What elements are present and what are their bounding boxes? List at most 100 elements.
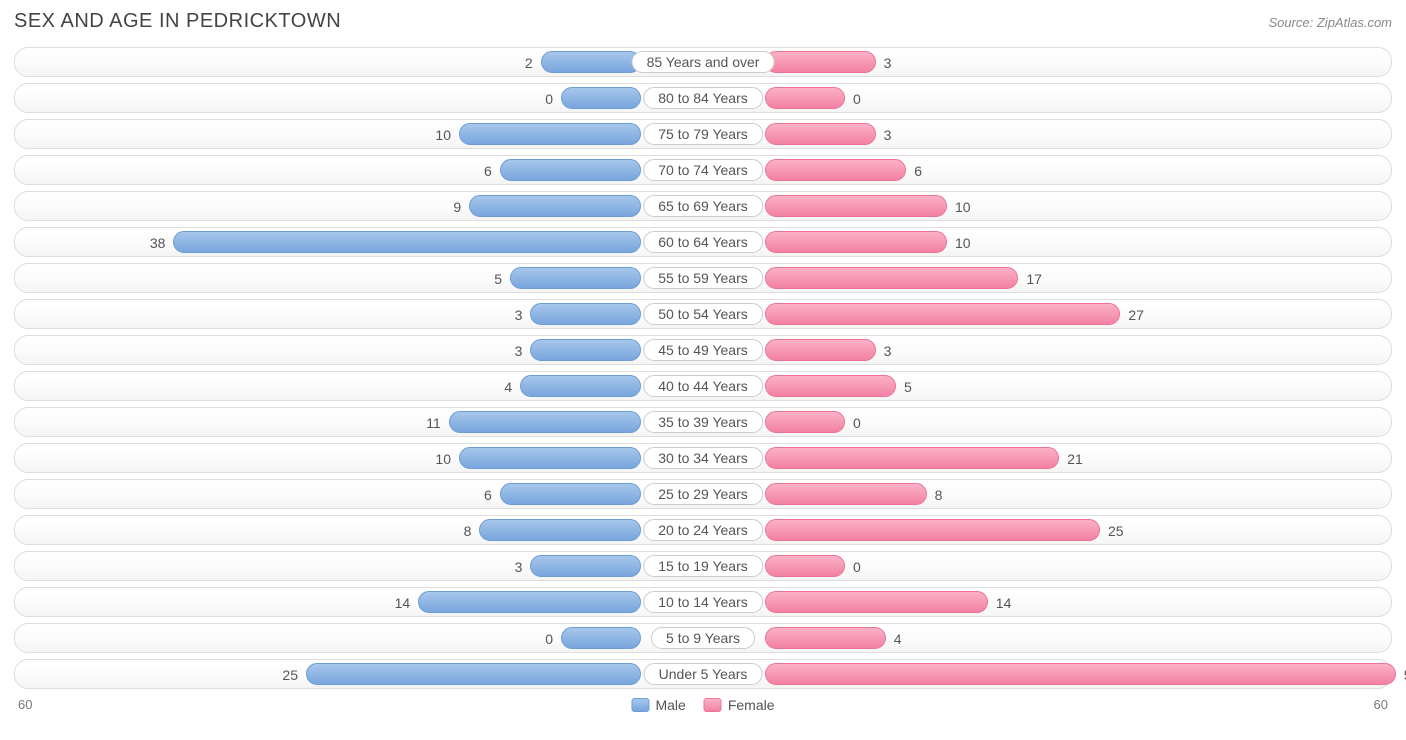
age-category-label: 70 to 74 Years [643, 159, 763, 181]
axis-row: 60 Male Female 60 [14, 695, 1392, 712]
female-bar [765, 267, 1018, 289]
female-bar [765, 411, 845, 433]
female-value: 21 [1067, 444, 1083, 474]
age-category-label: 60 to 64 Years [643, 231, 763, 253]
female-bar [765, 231, 947, 253]
chart-header: SEX AND AGE IN PEDRICKTOWN Source: ZipAt… [14, 10, 1392, 33]
chart-title: SEX AND AGE IN PEDRICKTOWN [14, 10, 341, 33]
male-bar [530, 339, 641, 361]
female-bar [765, 159, 906, 181]
female-value: 10 [955, 192, 971, 222]
age-category-label: Under 5 Years [644, 663, 763, 685]
male-bar [449, 411, 641, 433]
male-value: 8 [464, 516, 472, 546]
legend-male: Male [631, 697, 685, 713]
age-category-label: 55 to 59 Years [643, 267, 763, 289]
chart-row: 82520 to 24 Years [14, 515, 1392, 545]
chart-row: 5 17 55 to 59 Years [14, 263, 1392, 293]
female-value: 6 [914, 156, 922, 186]
female-value: 3 [884, 48, 892, 78]
female-bar [765, 447, 1059, 469]
age-category-label: 50 to 54 Years [643, 303, 763, 325]
female-bar [765, 627, 886, 649]
male-bar [510, 267, 641, 289]
chart-row: 3345 to 49 Years [14, 335, 1392, 365]
male-value: 14 [395, 588, 411, 618]
chart-row: 10375 to 79 Years [14, 119, 1392, 149]
male-value: 6 [484, 156, 492, 186]
female-value: 3 [884, 120, 892, 150]
male-bar [530, 303, 641, 325]
chart-row: 2385 Years and over [14, 47, 1392, 77]
chart-row: 4540 to 44 Years [14, 371, 1392, 401]
female-bar [765, 51, 876, 73]
male-value: 10 [435, 120, 451, 150]
age-category-label: 25 to 29 Years [643, 483, 763, 505]
male-bar [530, 555, 641, 577]
chart-row: 0 0 80 to 84 Years [14, 83, 1392, 113]
female-bar [765, 663, 1396, 685]
male-value: 5 [494, 264, 502, 294]
female-bar [765, 519, 1100, 541]
female-bar [765, 303, 1120, 325]
chart-row: 3 0 15 to 19 Years [14, 551, 1392, 581]
male-swatch-icon [631, 698, 649, 712]
chart-row: 0 4 5 to 9 Years [14, 623, 1392, 653]
chart-row: 6 6 70 to 74 Years [14, 155, 1392, 185]
chart-row: 381060 to 64 Years [14, 227, 1392, 257]
female-value: 0 [853, 408, 861, 438]
female-swatch-icon [704, 698, 722, 712]
female-bar [765, 339, 876, 361]
age-category-label: 30 to 34 Years [643, 447, 763, 469]
male-bar [479, 519, 641, 541]
male-bar [459, 123, 641, 145]
age-category-label: 35 to 39 Years [643, 411, 763, 433]
male-value: 9 [453, 192, 461, 222]
male-bar [541, 51, 641, 73]
female-bar [765, 375, 896, 397]
legend-female: Female [704, 697, 775, 713]
female-value: 10 [955, 228, 971, 258]
female-bar [765, 123, 876, 145]
age-category-label: 10 to 14 Years [643, 591, 763, 613]
female-bar [765, 555, 845, 577]
chart-row: 6825 to 29 Years [14, 479, 1392, 509]
age-category-label: 15 to 19 Years [643, 555, 763, 577]
female-value: 8 [935, 480, 943, 510]
chart-row: 11 0 35 to 39 Years [14, 407, 1392, 437]
female-value: 14 [996, 588, 1012, 618]
female-value: 3 [884, 336, 892, 366]
female-value: 0 [853, 552, 861, 582]
male-bar [500, 159, 641, 181]
axis-right-label: 60 [1374, 697, 1388, 712]
chart-source: Source: ZipAtlas.com [1268, 15, 1392, 30]
male-value: 25 [282, 660, 298, 690]
male-bar [459, 447, 641, 469]
legend-male-label: Male [655, 697, 685, 713]
male-value: 4 [504, 372, 512, 402]
male-bar [520, 375, 641, 397]
female-value: 0 [853, 84, 861, 114]
female-value: 5 [904, 372, 912, 402]
age-category-label: 85 Years and over [632, 51, 775, 73]
male-value: 3 [515, 552, 523, 582]
male-value: 0 [545, 624, 553, 654]
chart-row: 2554Under 5 Years [14, 659, 1392, 689]
male-value: 11 [426, 408, 441, 438]
legend-female-label: Female [728, 697, 775, 713]
male-bar [469, 195, 641, 217]
age-category-label: 80 to 84 Years [643, 87, 763, 109]
axis-left-label: 60 [18, 697, 32, 712]
male-value: 0 [545, 84, 553, 114]
male-value: 10 [435, 444, 451, 474]
pyramid-chart: 2385 Years and over0080 to 84 Years10375… [14, 47, 1392, 689]
female-value: 4 [894, 624, 902, 654]
female-value: 17 [1026, 264, 1042, 294]
male-value: 3 [515, 336, 523, 366]
chart-row: 91065 to 69 Years [14, 191, 1392, 221]
female-value: 25 [1108, 516, 1124, 546]
female-bar [765, 195, 947, 217]
female-bar [765, 87, 845, 109]
age-category-label: 5 to 9 Years [651, 627, 755, 649]
chart-row: 10 21 30 to 34 Years [14, 443, 1392, 473]
